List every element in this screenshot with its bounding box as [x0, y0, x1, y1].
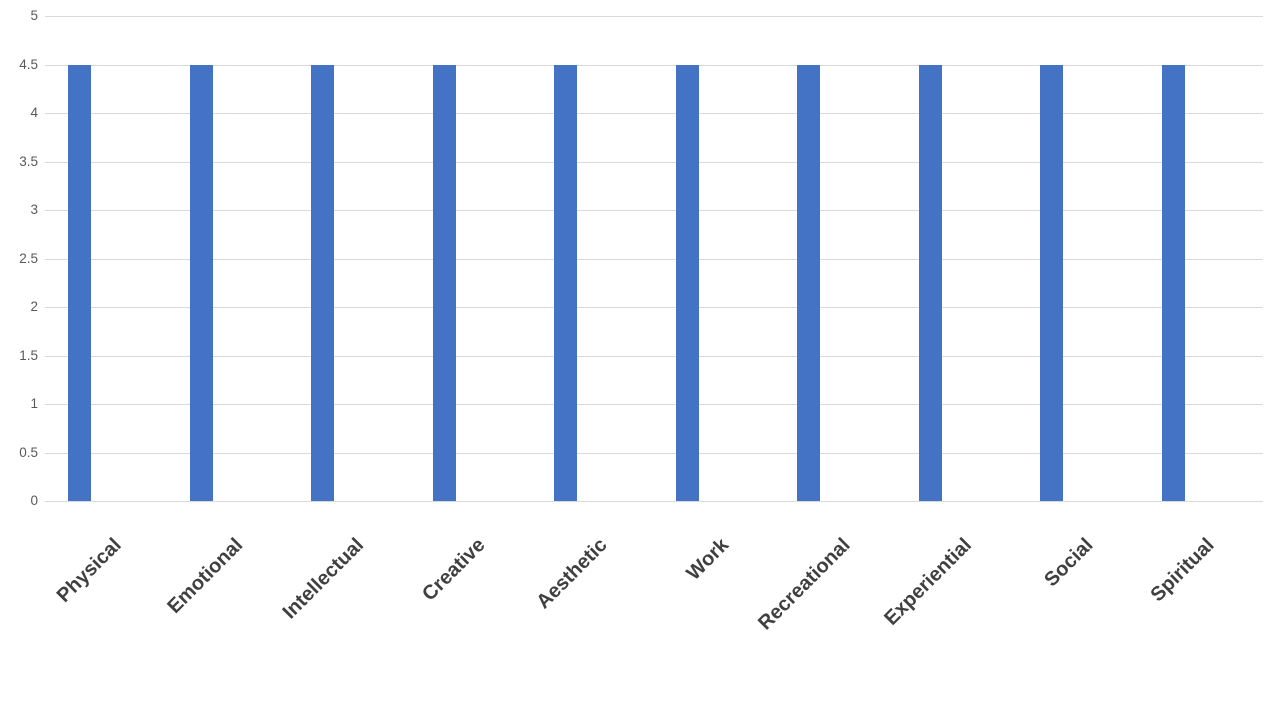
y-axis-tick-label: 1: [30, 396, 38, 411]
y-axis-tick-label: 3: [30, 202, 38, 217]
bar-social: [1040, 64, 1064, 501]
gridline: [45, 210, 1263, 211]
x-axis-category-label: Creative: [418, 534, 490, 606]
bar-physical: [68, 64, 92, 501]
bar-work: [675, 64, 699, 501]
bar-creative: [432, 64, 456, 501]
x-axis-category-label: Emotional: [162, 534, 247, 618]
gridline: [45, 452, 1263, 454]
gridline: [45, 258, 1263, 260]
gridline: [45, 161, 1263, 163]
gridline: [45, 501, 1263, 502]
bar-spiritual: [1161, 64, 1185, 501]
x-axis-category-label: Social: [1040, 534, 1098, 592]
bar-recreational: [797, 64, 821, 501]
gridline: [45, 64, 1263, 66]
gridline: [45, 404, 1263, 405]
x-axis-category-label: Experiential: [880, 534, 976, 630]
x-axis-category-label: Physical: [52, 534, 126, 607]
gridline: [45, 355, 1263, 357]
y-axis-tick-label: 0.5: [19, 444, 38, 460]
y-axis-tick-label: 4.5: [19, 56, 38, 72]
bar-aesthetic: [554, 64, 578, 501]
y-axis-tick-label: 3.5: [19, 153, 38, 169]
x-axis-category-label: Recreational: [753, 534, 855, 635]
y-axis-tick-label: 2: [30, 299, 38, 314]
y-axis-tick-label: 5: [30, 8, 38, 23]
x-axis-category-label: Aesthetic: [532, 534, 612, 614]
y-axis-tick-label: 4: [30, 105, 38, 120]
x-axis-category-label: Work: [682, 534, 733, 585]
x-axis-category-label: Intellectual: [278, 534, 369, 624]
bar-experiential: [918, 64, 942, 501]
y-axis-tick-label: 0: [30, 493, 38, 508]
x-axis-category-label: Spiritual: [1146, 534, 1219, 607]
gridline: [45, 307, 1263, 308]
bar-emotional: [189, 64, 213, 501]
bar-intellectual: [311, 64, 335, 501]
gridline: [45, 16, 1263, 17]
y-axis-tick-label: 2.5: [19, 250, 38, 266]
y-axis-tick-label: 1.5: [19, 347, 38, 363]
gridline: [45, 113, 1263, 114]
